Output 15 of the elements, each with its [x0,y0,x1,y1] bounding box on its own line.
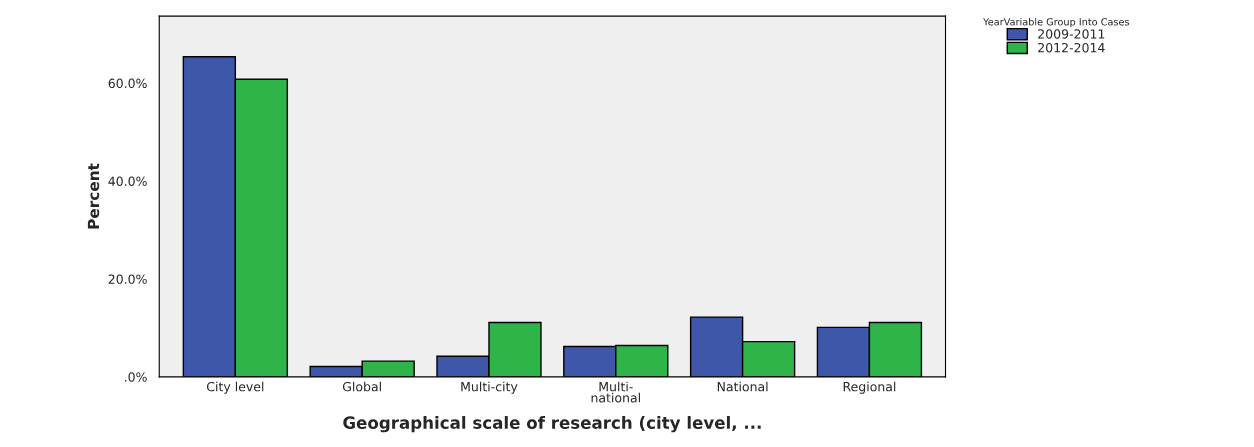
legend-title: YearVariable Group Into Cases [983,17,1130,28]
y-tick-label: 40.0% [108,176,147,186]
x-tick-label: Multi- national [591,381,640,403]
x-axis-title: Geographical scale of research (city level, ... [343,416,761,433]
x-tick-label: Global [342,381,381,392]
legend-label: 2009-2011 [1038,29,1105,39]
x-tick-label: Multi-city [461,381,518,394]
x-tick-label: National [717,381,768,392]
legend-label: 2012-2014 [1038,42,1105,53]
y-axis-title: Percent [87,163,100,229]
x-tick-label: Regional [843,381,896,394]
x-tick-label: City level [206,381,264,394]
y-tick-label: .0% [124,372,147,382]
y-tick-label: 20.0% [108,274,147,284]
y-tick-label: 60.0% [108,78,147,89]
